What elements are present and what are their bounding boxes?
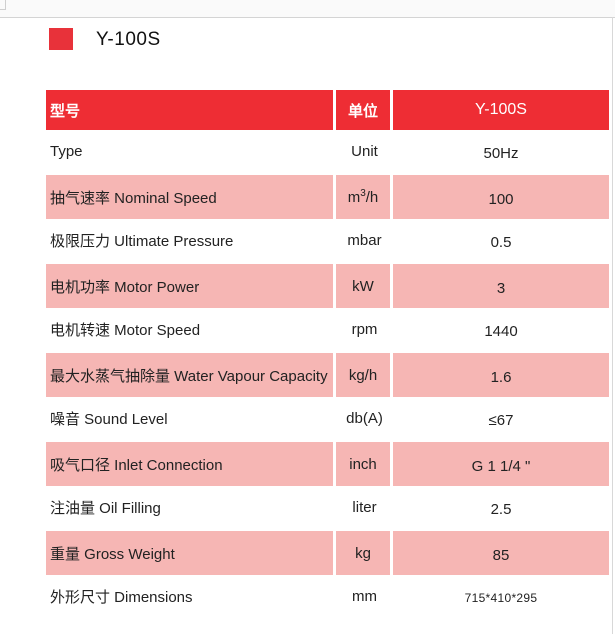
row-value-text: 3 bbox=[496, 279, 506, 297]
spec-table: 型号 单位 Y-100S Type Unit 50Hz 抽气速率 Nominal… bbox=[46, 90, 609, 618]
row-unit: db(A) bbox=[346, 410, 383, 427]
row-param: 抽气速率 Nominal Speed bbox=[46, 173, 336, 219]
table-row: 噪音 Sound Level db(A) ≤67 bbox=[46, 397, 609, 440]
row-param: 噪音 Sound Level bbox=[50, 411, 168, 428]
row-value: 85 bbox=[393, 529, 609, 575]
row-param: 电机转速 Motor Speed bbox=[50, 322, 201, 339]
header-unit: 单位 bbox=[336, 90, 393, 130]
row-value-text: 85 bbox=[492, 546, 510, 564]
row-value: 2.5 bbox=[393, 486, 609, 529]
unit-base: m bbox=[347, 188, 361, 206]
table-row: 电机转速 Motor Speed rpm 1440 bbox=[46, 308, 609, 351]
browser-top-bar bbox=[0, 0, 615, 18]
row-unit: inch bbox=[336, 440, 393, 486]
table-row: 重量 Gross Weight kg 85 bbox=[46, 529, 609, 575]
table-header-row: 型号 单位 Y-100S bbox=[46, 90, 609, 130]
page-right-border bbox=[612, 17, 613, 634]
row-value: 1.6 bbox=[393, 351, 609, 397]
table-row: 最大水蒸气抽除量 Water Vapour Capacity kg/h 1.6 bbox=[46, 351, 609, 397]
row-value-text: 0.5 bbox=[490, 234, 512, 251]
row-unit: kW bbox=[336, 262, 393, 308]
header-model: Y-100S bbox=[393, 90, 609, 130]
page-title: Y-100S bbox=[96, 29, 161, 50]
row-value-text: 2.5 bbox=[490, 501, 512, 518]
row-param: 电机功率 Motor Power bbox=[46, 262, 336, 308]
row-value: G 1 1/4 " bbox=[393, 440, 609, 486]
row-value: 3 bbox=[393, 262, 609, 308]
table-row: 注油量 Oil Filling liter 2.5 bbox=[46, 486, 609, 529]
row-param: Type bbox=[50, 143, 83, 160]
row-unit: rpm bbox=[351, 321, 378, 338]
table-row: 抽气速率 Nominal Speed m3/h 100 bbox=[46, 173, 609, 219]
row-param: 外形尺寸 Dimensions bbox=[50, 589, 193, 606]
row-value: 100 bbox=[393, 173, 609, 219]
row-param: 重量 Gross Weight bbox=[46, 529, 336, 575]
row-unit: liter bbox=[352, 499, 377, 516]
row-value-text: 1.6 bbox=[490, 368, 512, 386]
row-param: 吸气口径 Inlet Connection bbox=[46, 440, 336, 486]
row-unit: mbar bbox=[347, 232, 382, 249]
row-value-text: G 1 1/4 " bbox=[471, 457, 531, 475]
row-unit: kg bbox=[336, 529, 393, 575]
row-value-text: 50Hz bbox=[483, 145, 519, 162]
row-value: 50Hz bbox=[393, 130, 609, 173]
row-param: 极限压力 Ultimate Pressure bbox=[50, 233, 234, 250]
unit-tail: /h bbox=[365, 188, 379, 206]
row-unit: m3/h bbox=[336, 173, 393, 219]
table-row: Type Unit 50Hz bbox=[46, 130, 609, 173]
row-value: 1440 bbox=[393, 308, 609, 351]
unit-superscript: 3 bbox=[360, 187, 366, 199]
table-row: 极限压力 Ultimate Pressure mbar 0.5 bbox=[46, 219, 609, 262]
row-unit: Unit bbox=[351, 143, 378, 160]
row-value: 0.5 bbox=[393, 219, 609, 262]
table-row: 吸气口径 Inlet Connection inch G 1 1/4 " bbox=[46, 440, 609, 486]
row-value-text: 715*410*295 bbox=[464, 591, 538, 605]
header-param: 型号 bbox=[46, 90, 336, 130]
table-row: 外形尺寸 Dimensions mm 715*410*295 bbox=[46, 575, 609, 618]
row-param: 最大水蒸气抽除量 Water Vapour Capacity bbox=[46, 351, 336, 397]
row-value: ≤67 bbox=[393, 397, 609, 440]
window-corner-mark bbox=[0, 0, 6, 10]
title-marker-square bbox=[49, 28, 73, 50]
row-param: 注油量 Oil Filling bbox=[50, 500, 161, 517]
row-value-text: 1440 bbox=[484, 323, 518, 340]
row-value-text: ≤67 bbox=[488, 412, 514, 429]
row-unit: mm bbox=[352, 588, 377, 605]
row-value: 715*410*295 bbox=[393, 575, 609, 618]
row-unit: kg/h bbox=[336, 351, 393, 397]
row-value-text: 100 bbox=[488, 190, 514, 208]
table-row: 电机功率 Motor Power kW 3 bbox=[46, 262, 609, 308]
